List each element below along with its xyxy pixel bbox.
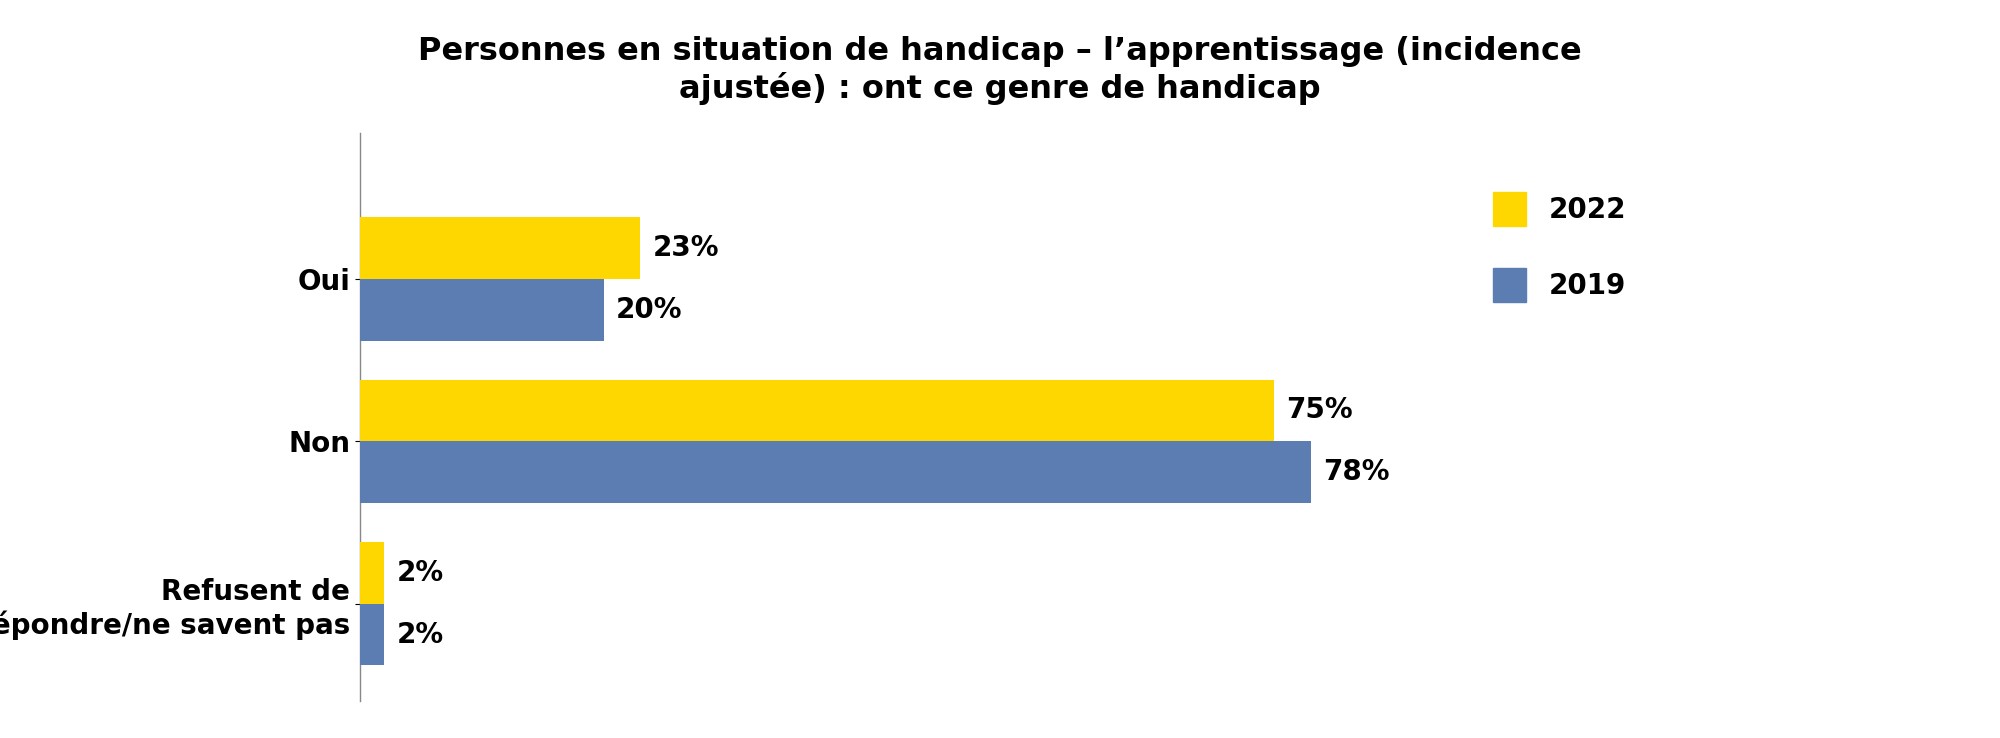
Bar: [360, 217, 640, 279]
Title: Personnes en situation de handicap – l’apprentissage (incidence
ajustée) : ont c: Personnes en situation de handicap – l’a…: [418, 36, 1582, 105]
Bar: [360, 542, 384, 604]
Legend: 2022, 2019: 2022, 2019: [1494, 192, 1626, 302]
Bar: [360, 279, 604, 341]
Text: 20%: 20%: [616, 296, 682, 324]
Text: 75%: 75%: [1286, 396, 1354, 424]
Text: 23%: 23%: [652, 234, 720, 262]
Bar: [360, 379, 1274, 441]
Bar: [360, 604, 384, 666]
Text: 78%: 78%: [1324, 458, 1390, 486]
Text: 2%: 2%: [396, 559, 444, 587]
Bar: [360, 441, 1310, 503]
Text: 2%: 2%: [396, 621, 444, 649]
